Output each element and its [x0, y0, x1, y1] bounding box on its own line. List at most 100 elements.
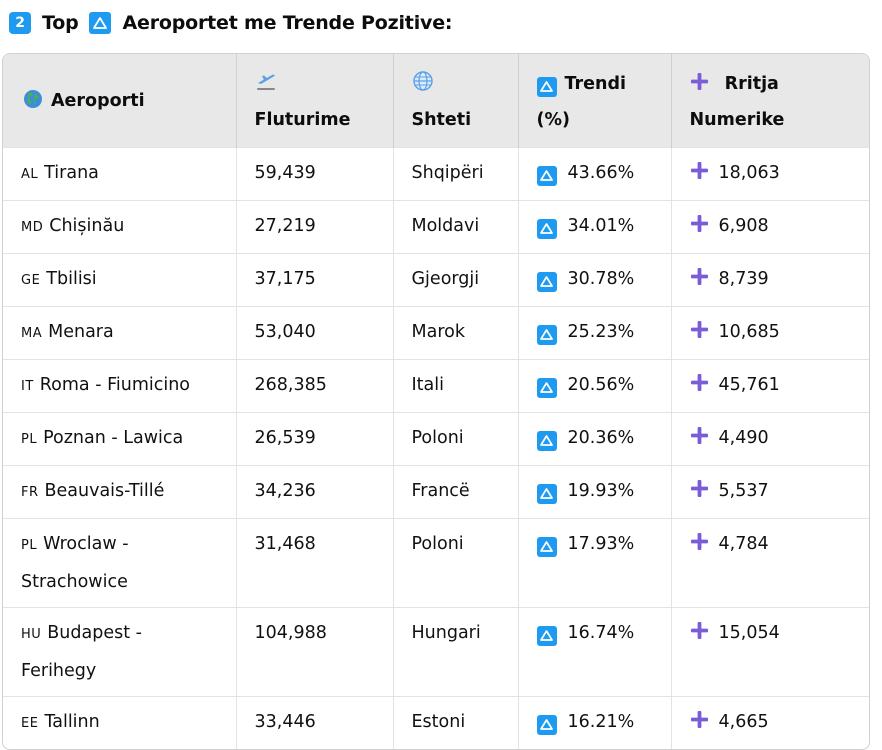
country-name: Itali — [411, 375, 444, 395]
country-name: Hungari — [411, 623, 481, 643]
growth-value: 10,685 — [718, 322, 780, 342]
country-cell: Shqipëri — [393, 147, 519, 201]
flights-cell: 27,219 — [236, 200, 394, 254]
country-code: EE — [21, 716, 39, 731]
page-heading: 2 Top Aeroportet me Trende Pozitive: — [9, 8, 452, 38]
trend-value: 16.21% — [567, 712, 635, 732]
flights-cell: 31,468 — [236, 518, 394, 608]
growth-cell: 5,537 — [671, 465, 869, 519]
table-row: MD Chișinău 27,219 Moldavi 34.01% 6,908 — [3, 200, 869, 254]
growth-cell: 8,739 — [671, 253, 869, 307]
table-row: MA Menara 53,040 Marok 25.23% 10,685 — [3, 306, 869, 360]
trend-cell: 20.56% — [518, 359, 672, 413]
flights-value: 31,468 — [254, 534, 316, 554]
plus-icon — [690, 710, 719, 732]
country-cell: Poloni — [393, 412, 519, 466]
airport-name: Beauvais-Tillé — [44, 481, 165, 501]
header-growth: Rritja Numerike — [671, 54, 869, 148]
country-cell: Moldavi — [393, 200, 519, 254]
country-code: IT — [21, 379, 34, 394]
country-code: HU — [21, 627, 42, 642]
airport-cell: PL Wroclaw - Strachowice — [3, 518, 237, 608]
trend-value: 25.23% — [567, 322, 635, 342]
flights-value: 34,236 — [254, 481, 316, 501]
flights-value: 104,988 — [254, 623, 327, 643]
plus-icon — [690, 72, 725, 94]
header-trend-unit: (%) — [536, 110, 571, 130]
plus-icon — [690, 479, 719, 501]
airport-cell: MA Menara — [3, 306, 237, 360]
airport-name: Chișinău — [49, 216, 125, 236]
flights-value: 26,539 — [254, 428, 316, 448]
header-flights: Fluturime — [236, 54, 394, 148]
flights-value: 37,175 — [254, 269, 316, 289]
trend-value: 20.56% — [567, 375, 635, 395]
country-code: MD — [21, 220, 44, 235]
up-triangle-button-icon — [536, 714, 557, 735]
trend-cell: 19.93% — [518, 465, 672, 519]
table-row: HU Budapest - Ferihegy 104,988 Hungari 16… — [3, 607, 869, 697]
airport-name: Wroclaw - Strachowice — [21, 534, 129, 592]
flights-cell: 59,439 — [236, 147, 394, 201]
table-row: PL Poznan - Lawica 26,539 Poloni 20.36% 4… — [3, 412, 869, 466]
flights-cell: 26,539 — [236, 412, 394, 466]
growth-cell: 4,490 — [671, 412, 869, 466]
growth-value: 15,054 — [718, 623, 780, 643]
country-name: Gjeorgji — [411, 269, 480, 289]
country-cell: Estoni — [393, 696, 519, 749]
plus-icon — [690, 320, 719, 342]
up-triangle-button-icon — [536, 324, 557, 345]
growth-value: 4,490 — [718, 428, 769, 448]
country-name: Shqipëri — [411, 163, 484, 183]
airport-cell: EE Tallinn — [3, 696, 237, 749]
airport-cell: MD Chișinău — [3, 200, 237, 254]
country-name: Francë — [411, 481, 470, 501]
airport-cell: GE Tbilisi — [3, 253, 237, 307]
header-growth-label: Rritja — [724, 74, 779, 94]
trend-value: 16.74% — [567, 623, 635, 643]
country-name: Moldavi — [411, 216, 480, 236]
keycap-number-badge: 2 — [9, 12, 31, 34]
country-cell: Poloni — [393, 518, 519, 608]
up-triangle-button-icon — [536, 536, 557, 557]
airport-cell: AL Tirana — [3, 147, 237, 201]
trend-cell: 34.01% — [518, 200, 672, 254]
up-triangle-button-icon — [536, 218, 557, 239]
trend-cell: 16.74% — [518, 607, 672, 697]
growth-cell: 45,761 — [671, 359, 869, 413]
heading-top-word: Top — [42, 12, 79, 34]
growth-value: 5,537 — [718, 481, 769, 501]
airport-cell: IT Roma - Fiumicino — [3, 359, 237, 413]
flights-cell: 33,446 — [236, 696, 394, 749]
plus-icon — [690, 373, 719, 395]
trend-value: 34.01% — [567, 216, 635, 236]
plus-icon — [690, 426, 719, 448]
header-airport: Aeroporti — [3, 54, 237, 148]
header-country-label: Shteti — [411, 110, 472, 130]
airports-table-container: Aeroporti Fluturime — [2, 53, 870, 750]
header-trend-label: Trendi — [564, 74, 627, 94]
up-triangle-button-icon — [536, 165, 557, 186]
airport-name: Roma - Fiumicino — [39, 375, 191, 395]
trend-cell: 16.21% — [518, 696, 672, 749]
flights-value: 33,446 — [254, 712, 316, 732]
airport-name: Menara — [48, 322, 114, 342]
country-code: GE — [21, 273, 41, 288]
flights-cell: 268,385 — [236, 359, 394, 413]
flights-cell: 34,236 — [236, 465, 394, 519]
growth-value: 8,739 — [718, 269, 769, 289]
table-row: PL Wroclaw - Strachowice 31,468 Poloni 17… — [3, 518, 869, 608]
up-triangle-button-icon — [536, 271, 557, 292]
airport-name: Tallinn — [44, 712, 100, 732]
table-row: EE Tallinn 33,446 Estoni 16.21% 4,665 — [3, 696, 869, 749]
plus-icon — [690, 161, 719, 183]
growth-cell: 15,054 — [671, 607, 869, 697]
plus-icon — [690, 621, 719, 643]
up-triangle-button-icon — [536, 377, 557, 398]
trend-value: 20.36% — [567, 428, 635, 448]
up-triangle-button-icon — [536, 625, 557, 646]
country-cell: Marok — [393, 306, 519, 360]
airport-cell: FR Beauvais-Tillé — [3, 465, 237, 519]
growth-value: 45,761 — [718, 375, 780, 395]
header-country: Shteti — [393, 54, 519, 148]
